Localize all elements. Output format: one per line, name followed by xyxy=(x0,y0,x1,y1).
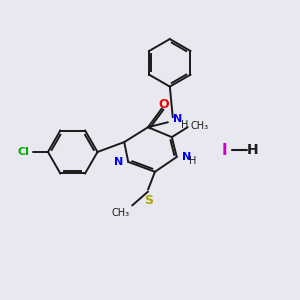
Text: CH₃: CH₃ xyxy=(111,208,129,218)
Text: N: N xyxy=(182,152,191,162)
Text: O: O xyxy=(159,98,169,111)
Text: N: N xyxy=(173,114,182,124)
Text: N: N xyxy=(114,157,123,167)
Text: I: I xyxy=(221,142,227,158)
Text: H: H xyxy=(189,156,196,166)
Text: S: S xyxy=(145,194,154,207)
Text: Cl: Cl xyxy=(17,147,29,157)
Text: H: H xyxy=(181,120,188,130)
Text: H: H xyxy=(247,143,259,157)
Text: CH₃: CH₃ xyxy=(190,121,209,131)
